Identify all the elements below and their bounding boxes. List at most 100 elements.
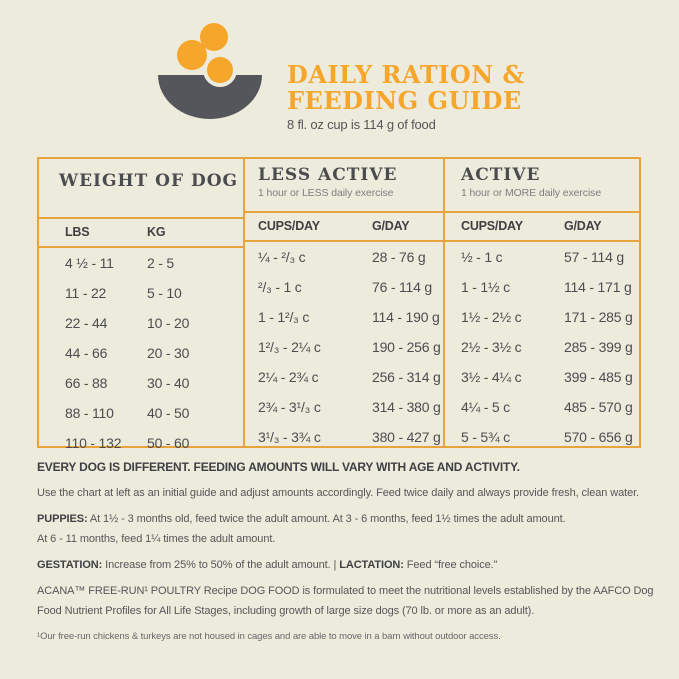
table-cell: ½ - 1 c <box>461 249 503 265</box>
table-row: 1 - 1²/₃ c 114 - 190 g <box>245 302 443 332</box>
table-cell: 110 - 132 <box>65 435 122 451</box>
table-cell: 285 - 399 g <box>564 339 633 355</box>
table-section-less-active: LESS ACTIVE 1 hour or LESS daily exercis… <box>245 159 445 446</box>
table-cell: 22 - 44 <box>65 315 108 331</box>
table-row: 88 - 110 40 - 50 <box>39 398 243 428</box>
table-cell: 44 - 66 <box>65 345 108 361</box>
puppies-label: PUPPIES: <box>37 513 88 525</box>
page-title-line2: FEEDING GUIDE <box>287 86 522 115</box>
table-cell: 30 - 40 <box>147 375 190 391</box>
table-cell: 5 - 10 <box>147 285 182 301</box>
table-row: ¼ - ²/₃ c 28 - 76 g <box>245 242 443 272</box>
table-cell: 256 - 314 g <box>372 369 441 385</box>
table-cell: 1²/₃ - 2¼ c <box>258 339 321 355</box>
table-cell: 114 - 171 g <box>564 279 632 295</box>
table-row: 66 - 88 30 - 40 <box>39 368 243 398</box>
table-row: 5 - 5¾ c 570 - 656 g <box>445 422 639 452</box>
section-title: LESS ACTIVE <box>258 165 398 185</box>
feeding-table: WEIGHT OF DOG LBS KG 4 ½ - 11 2 - 5 11 - … <box>37 157 641 451</box>
table-cell: 1 - 1²/₃ c <box>258 309 310 325</box>
table-row: 3½ - 4¼ c 399 - 485 g <box>445 362 639 392</box>
section-title: WEIGHT OF DOG <box>59 171 239 191</box>
section-header: LESS ACTIVE 1 hour or LESS daily exercis… <box>245 159 443 213</box>
table-cell: 40 - 50 <box>147 405 190 421</box>
table-cell: 4 ½ - 11 <box>65 255 114 271</box>
table-row: 2¼ - 2¾ c 256 - 314 g <box>245 362 443 392</box>
cup-equivalence-note: 8 fl. oz cup is 114 g of food <box>287 117 436 132</box>
section-title: ACTIVE <box>461 165 541 185</box>
column-header-cups: CUPS/DAY <box>461 219 523 233</box>
lactation-label: LACTATION: <box>339 559 404 571</box>
gestation-label: GESTATION: <box>37 559 103 571</box>
table-row: 1 - 1½ c 114 - 171 g <box>445 272 639 302</box>
table-cell: 485 - 570 g <box>564 399 633 415</box>
table-section-weight: WEIGHT OF DOG LBS KG 4 ½ - 11 2 - 5 11 - … <box>39 159 245 451</box>
kibble-dot-icon <box>177 40 207 70</box>
header: DAILY RATION & FEEDING GUIDE 8 fl. oz cu… <box>287 60 525 133</box>
table-cell: 88 - 110 <box>65 405 114 421</box>
table-cell: 2¾ - 3¹/₃ c <box>258 399 321 415</box>
section-subtitle: 1 hour or LESS daily exercise <box>258 187 394 199</box>
table-cell: 314 - 380 g <box>372 399 441 415</box>
notes-formulation: ACANA™ FREE-RUN¹ POULTRY Recipe DOG FOOD… <box>37 585 654 617</box>
table-cell: 114 - 190 g <box>372 309 440 325</box>
section-header: ACTIVE 1 hour or MORE daily exercise <box>445 159 639 213</box>
free-run-footnote: ¹Our free-run chickens & turkeys are not… <box>37 631 501 642</box>
page-title-line1: DAILY RATION & <box>287 60 525 89</box>
feeding-notes: EVERY DOG IS DIFFERENT. FEEDING AMOUNTS … <box>37 457 655 653</box>
table-row: 3¹/₃ - 3¾ c 380 - 427 g <box>245 422 443 452</box>
table-cell: 190 - 256 g <box>372 339 441 355</box>
kibble-dot-icon <box>207 57 233 83</box>
table-cell: ²/₃ - 1 c <box>258 279 302 295</box>
table-row: 1½ - 2½ c 171 - 285 g <box>445 302 639 332</box>
gestation-text: Increase from 25% to 50% of the adult am… <box>102 559 340 571</box>
puppies-text: At 1½ - 3 months old, feed twice the adu… <box>37 513 566 545</box>
table-cell: 5 - 5¾ c <box>461 429 510 445</box>
column-header-grams: G/DAY <box>372 219 410 233</box>
table-cell: 2 - 5 <box>147 255 175 271</box>
table-cell: 28 - 76 g <box>372 249 426 265</box>
table-cell: 20 - 30 <box>147 345 190 361</box>
table-cell: 11 - 22 <box>65 285 107 301</box>
table-cell: 399 - 485 g <box>564 369 633 385</box>
notes-puppies: PUPPIES: At 1½ - 3 months old, feed twic… <box>37 509 655 549</box>
table-row: ½ - 1 c 57 - 114 g <box>445 242 639 272</box>
section-header: WEIGHT OF DOG <box>39 159 243 219</box>
table-row: 11 - 22 5 - 10 <box>39 278 243 308</box>
notes-gestation-lactation: GESTATION: Increase from 25% to 50% of t… <box>37 555 655 575</box>
column-header-kg: KG <box>147 225 166 239</box>
notes-heading: EVERY DOG IS DIFFERENT. FEEDING AMOUNTS … <box>37 460 520 474</box>
table-row: ²/₃ - 1 c 76 - 114 g <box>245 272 443 302</box>
table-row: 2¾ - 3¹/₃ c 314 - 380 g <box>245 392 443 422</box>
table-row: 22 - 44 10 - 20 <box>39 308 243 338</box>
column-header-lbs: LBS <box>65 225 90 239</box>
column-header-row: CUPS/DAY G/DAY <box>445 213 639 242</box>
table-row: 4 ½ - 11 2 - 5 <box>39 248 243 278</box>
column-header-grams: G/DAY <box>564 219 602 233</box>
table-cell: 2¼ - 2¾ c <box>258 369 319 385</box>
section-subtitle: 1 hour or MORE daily exercise <box>461 187 602 199</box>
table-cell: 570 - 656 g <box>564 429 633 445</box>
table-row: 4¼ - 5 c 485 - 570 g <box>445 392 639 422</box>
lactation-text: Feed “free choice.” <box>403 559 498 571</box>
table-cell: 57 - 114 g <box>564 249 625 265</box>
table-cell: 1½ - 2½ c <box>461 309 522 325</box>
table-cell: 4¼ - 5 c <box>461 399 510 415</box>
table-cell: 76 - 114 g <box>372 279 433 295</box>
table-row: 1²/₃ - 2¼ c 190 - 256 g <box>245 332 443 362</box>
table-cell: 10 - 20 <box>147 315 190 331</box>
table-cell: 3½ - 4¼ c <box>461 369 522 385</box>
column-header-row: LBS KG <box>39 219 243 248</box>
table-cell: 1 - 1½ c <box>461 279 510 295</box>
table-cell: 50 - 60 <box>147 435 190 451</box>
notes-intro: Use the chart at left as an initial guid… <box>37 487 640 499</box>
table-cell: ¼ - ²/₃ c <box>258 249 306 265</box>
table-cell: 66 - 88 <box>65 375 108 391</box>
table-row: 110 - 132 50 - 60 <box>39 428 243 458</box>
column-header-row: CUPS/DAY G/DAY <box>245 213 443 242</box>
table-cell: 3¹/₃ - 3¾ c <box>258 429 321 445</box>
column-header-cups: CUPS/DAY <box>258 219 320 233</box>
table-cell: 2½ - 3½ c <box>461 339 522 355</box>
table-section-active: ACTIVE 1 hour or MORE daily exercise CUP… <box>445 159 639 446</box>
